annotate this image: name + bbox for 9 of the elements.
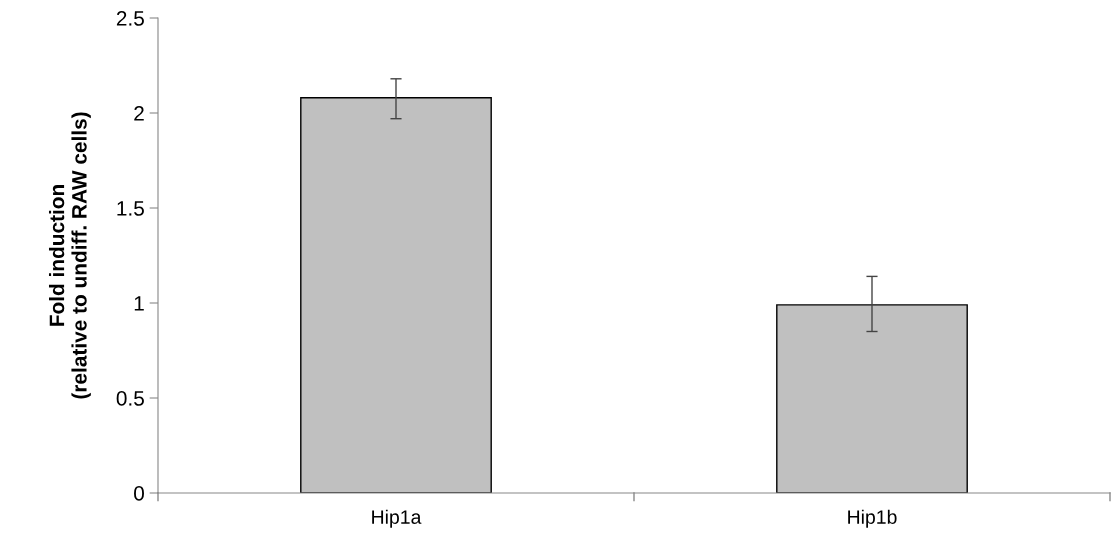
y-tick-label: 2.5 bbox=[116, 11, 144, 26]
x-tick-label: Hip1b bbox=[848, 509, 897, 528]
y-tick-label: 2 bbox=[134, 106, 144, 121]
y-tick-label: 1.5 bbox=[117, 201, 144, 216]
y-axis-title: Fold induction (relative to undiff. RAW cells) bbox=[48, 112, 91, 399]
y-tick-label: 0 bbox=[134, 486, 144, 501]
y-tick-label: 0.5 bbox=[116, 391, 144, 406]
x-tick-label: Hip1a bbox=[372, 509, 422, 528]
y-tick-label: 1 bbox=[134, 296, 144, 311]
